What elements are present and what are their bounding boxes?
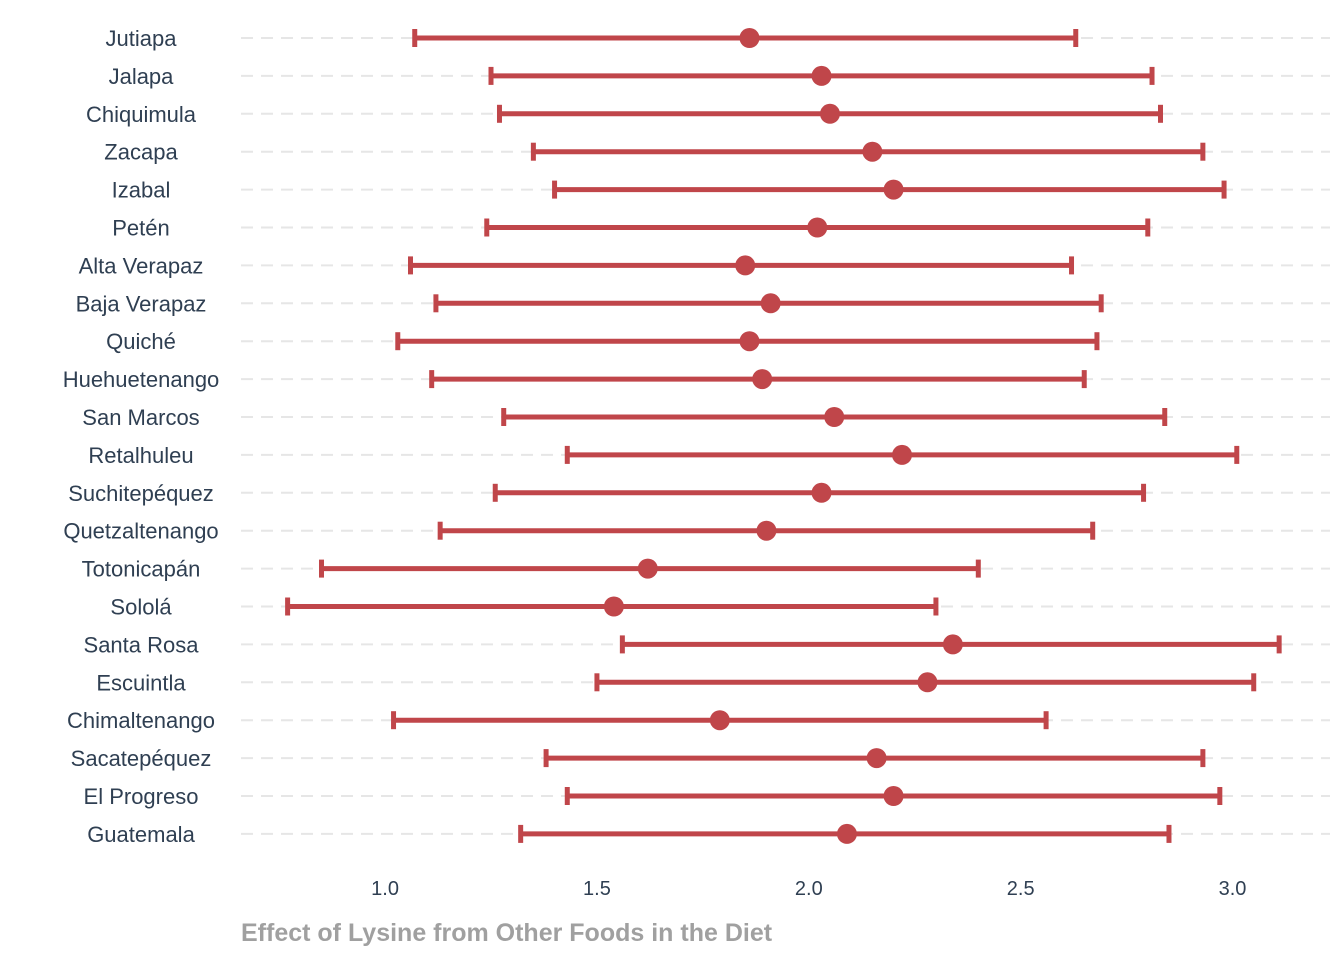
estimate-point xyxy=(866,748,887,769)
category-label: San Marcos xyxy=(82,405,199,430)
category-label: Retalhuleu xyxy=(88,443,193,468)
estimate-point xyxy=(735,255,756,276)
estimate-points xyxy=(603,28,963,844)
estimate-point xyxy=(819,103,840,124)
x-axis-ticks: 1.0 1.5 2.0 2.5 3.0 xyxy=(371,878,1246,900)
category-label: Jutiapa xyxy=(106,26,178,51)
estimate-point xyxy=(739,331,760,352)
category-labels: Jutiapa Jalapa Chiquimula Zacapa Izabal Petén… xyxy=(63,26,220,847)
x-tick-label: 1.5 xyxy=(583,878,611,900)
estimate-point xyxy=(917,672,938,693)
category-label: Alta Verapaz xyxy=(79,253,204,278)
estimate-point xyxy=(752,369,773,390)
x-tick-label: 3.0 xyxy=(1219,878,1247,900)
category-label: Petén xyxy=(112,216,170,241)
category-label: Guatemala xyxy=(87,822,195,847)
error-bars xyxy=(285,29,1282,843)
estimate-point xyxy=(637,558,658,579)
estimate-point xyxy=(739,28,760,48)
category-label: Huehuetenango xyxy=(63,367,220,392)
category-label: Suchitepéquez xyxy=(68,481,214,506)
category-label: Jalapa xyxy=(109,64,175,89)
estimate-point xyxy=(862,141,883,162)
estimate-point xyxy=(756,520,777,541)
estimate-point xyxy=(811,482,832,503)
estimate-point xyxy=(709,710,730,731)
category-label: Chiquimula xyxy=(86,102,197,127)
x-tick-label: 1.0 xyxy=(371,878,399,900)
estimate-point xyxy=(603,596,624,617)
category-label: Izabal xyxy=(112,178,171,203)
category-label: Chimaltenango xyxy=(67,708,215,733)
category-label: Escuintla xyxy=(96,670,186,695)
estimate-point xyxy=(811,65,832,86)
category-label: Sololá xyxy=(110,595,172,620)
category-label: Baja Verapaz xyxy=(76,291,207,316)
category-label: Zacapa xyxy=(104,140,178,165)
estimate-point xyxy=(760,293,781,314)
estimate-point xyxy=(892,444,913,465)
estimate-point xyxy=(883,179,904,200)
x-tick-label: 2.0 xyxy=(795,878,823,900)
category-label: Quiché xyxy=(106,329,176,354)
estimate-point xyxy=(807,217,828,238)
category-label: Totonicapán xyxy=(82,557,201,582)
category-label: El Progreso xyxy=(84,784,199,809)
x-tick-label: 2.5 xyxy=(1007,878,1035,900)
category-label: Sacatepéquez xyxy=(71,746,212,771)
category-label: Quetzaltenango xyxy=(63,519,218,544)
estimate-point xyxy=(883,786,904,806)
category-label: Santa Rosa xyxy=(84,632,200,657)
estimate-point xyxy=(942,634,963,655)
estimate-point xyxy=(824,407,845,427)
x-axis-label: Effect of Lysine from Other Foods in the… xyxy=(241,919,773,947)
estimate-point xyxy=(836,823,857,844)
grid-lines xyxy=(241,37,1330,835)
